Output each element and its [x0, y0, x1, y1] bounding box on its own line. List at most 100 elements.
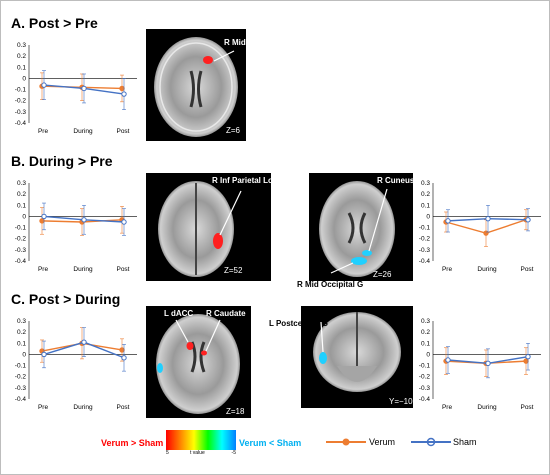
x-tick-label: During: [73, 404, 93, 411]
chart-panel-a: 0.3 0.2 0.1 0 -0.1 -0.2 -0.3 -0.4 Pre During Post: [7, 41, 147, 141]
data-point-sham: [121, 91, 127, 97]
label-l-postcentral: L Postcentral G: [269, 319, 328, 328]
label-r-mid-frontal: R Mid Frontal G: [224, 38, 246, 47]
y-tick-label: 0.3: [17, 318, 26, 325]
y-tick-label: 0: [22, 75, 26, 82]
y-tick-label: -0.3: [15, 247, 27, 254]
x-tick-label: Post: [116, 128, 129, 135]
x-tick-label: Pre: [38, 266, 49, 273]
y-tick-label: 0.2: [17, 329, 26, 336]
x-tick-label: Pre: [442, 404, 453, 411]
data-point-verum: [523, 358, 529, 364]
y-tick-label: 0.2: [421, 329, 430, 336]
y-tick-label: -0.1: [15, 225, 27, 232]
data-point-sham: [121, 219, 127, 225]
legend-verum-gt-sham: Verum > Sham: [101, 438, 164, 448]
data-point-sham: [41, 351, 47, 358]
y-tick-label: -0.4: [419, 258, 431, 265]
y-tick-label: -0.1: [15, 87, 27, 94]
data-point-sham: [81, 217, 87, 223]
chart-panel-c-left: 0.3 0.2 0.1 0 -0.1 -0.2 -0.3 -0.4 Pre During Post: [7, 317, 147, 417]
data-point-verum: [119, 85, 125, 92]
activation-r-cuneus: [362, 250, 372, 256]
colorbar-min: 5: [166, 450, 169, 456]
y-tick-label: 0: [426, 213, 430, 220]
y-tick-label: -0.1: [15, 363, 27, 370]
slice-label-a: Z=6: [226, 126, 241, 135]
activation-l-postcentral: [319, 352, 327, 364]
slice-label-b1: Z=52: [224, 266, 243, 275]
data-point-verum: [483, 230, 489, 236]
colorbar-title: t value: [190, 450, 205, 456]
legend-sham-swatch: [411, 437, 451, 447]
y-tick-label: -0.2: [15, 236, 27, 243]
data-point-verum: [119, 347, 125, 353]
y-tick-label: 0.3: [421, 180, 430, 187]
x-tick-label: Pre: [38, 404, 49, 411]
label-l-dacc: L dACC: [164, 309, 193, 318]
y-tick-label: 0.3: [421, 318, 430, 325]
y-tick-label: 0.1: [17, 202, 26, 209]
legend-sham-label: Sham: [453, 437, 477, 447]
y-tick-label: 0.1: [421, 202, 430, 209]
y-tick-label: -0.2: [15, 98, 27, 105]
data-point-sham: [121, 355, 127, 361]
x-tick-label: During: [73, 128, 93, 135]
colorbar-max: -5: [231, 450, 236, 456]
data-point-sham: [525, 353, 531, 360]
legend: Verum > Sham 5 t value -5 Verum < Sham V…: [1, 426, 550, 466]
y-tick-label: 0.1: [17, 340, 26, 347]
activation-r-caudate: [201, 350, 207, 356]
data-point-sham: [81, 339, 87, 345]
y-tick-label: -0.1: [419, 363, 431, 370]
section-b-title: B. During > Pre: [11, 153, 113, 169]
y-tick-label: 0.2: [421, 191, 430, 198]
brain-slice-b1: R Inf Parietal Lobule Z=52: [146, 173, 271, 281]
x-tick-label: During: [73, 266, 93, 273]
y-tick-label: 0.3: [17, 42, 26, 49]
y-tick-label: 0: [426, 351, 430, 358]
x-tick-label: During: [477, 266, 497, 273]
y-tick-label: -0.4: [419, 396, 431, 403]
brain-slice-c1: L dACC R Caudate Z=18: [146, 306, 251, 418]
y-tick-label: -0.3: [419, 385, 431, 392]
data-point-sham: [485, 215, 491, 222]
data-point-sham: [81, 85, 87, 92]
slice-label-c2: Y=−10: [389, 397, 413, 406]
label-r-mid-occipital: R Mid Occipital G: [297, 280, 364, 289]
label-r-caudate: R Caudate: [206, 309, 246, 318]
y-tick-label: 0.1: [17, 64, 26, 71]
label-r-inf-parietal: R Inf Parietal Lobule: [212, 176, 271, 185]
y-tick-label: -0.2: [419, 374, 431, 381]
y-tick-label: -0.4: [15, 120, 27, 127]
data-point-sham: [525, 217, 531, 223]
y-tick-label: -0.2: [419, 236, 431, 243]
x-tick-label: Post: [520, 266, 533, 273]
data-point-sham: [445, 218, 451, 224]
chart-panel-b-left: 0.3 0.2 0.1 0 -0.1 -0.2 -0.3 -0.4 Pre During Post: [7, 179, 147, 279]
label-r-cuneus: R Cuneus: [377, 176, 413, 185]
activation-r-mid-frontal: [203, 56, 213, 64]
activation-r-mid-occipital: [351, 257, 367, 265]
y-tick-label: 0: [22, 351, 26, 358]
y-tick-label: -0.2: [15, 374, 27, 381]
brain-slice-b2: R Cuneus Z=26: [309, 173, 413, 281]
y-tick-label: -0.3: [15, 385, 27, 392]
chart-panel-c-right: 0.3 0.2 0.1 0 -0.1 -0.2 -0.3 -0.4 Pre During Post: [411, 317, 550, 417]
y-tick-label: -0.3: [15, 109, 27, 116]
legend-verum-lt-sham: Verum < Sham: [239, 438, 302, 448]
y-tick-label: 0.3: [17, 180, 26, 187]
section-a-title: A. Post > Pre: [11, 15, 98, 31]
x-tick-label: Post: [116, 404, 129, 411]
x-tick-label: Pre: [38, 128, 49, 135]
colorbar: [166, 430, 236, 450]
slice-label-b2: Z=26: [373, 270, 392, 279]
y-tick-label: 0: [22, 213, 26, 220]
chart-panel-b-right: 0.3 0.2 0.1 0 -0.1 -0.2 -0.3 -0.4 Pre During Post: [411, 179, 550, 279]
x-tick-label: During: [477, 404, 497, 411]
y-tick-label: -0.4: [15, 258, 27, 265]
y-tick-label: 0.2: [17, 191, 26, 198]
y-tick-label: 0.1: [421, 340, 430, 347]
x-tick-label: Post: [116, 266, 129, 273]
